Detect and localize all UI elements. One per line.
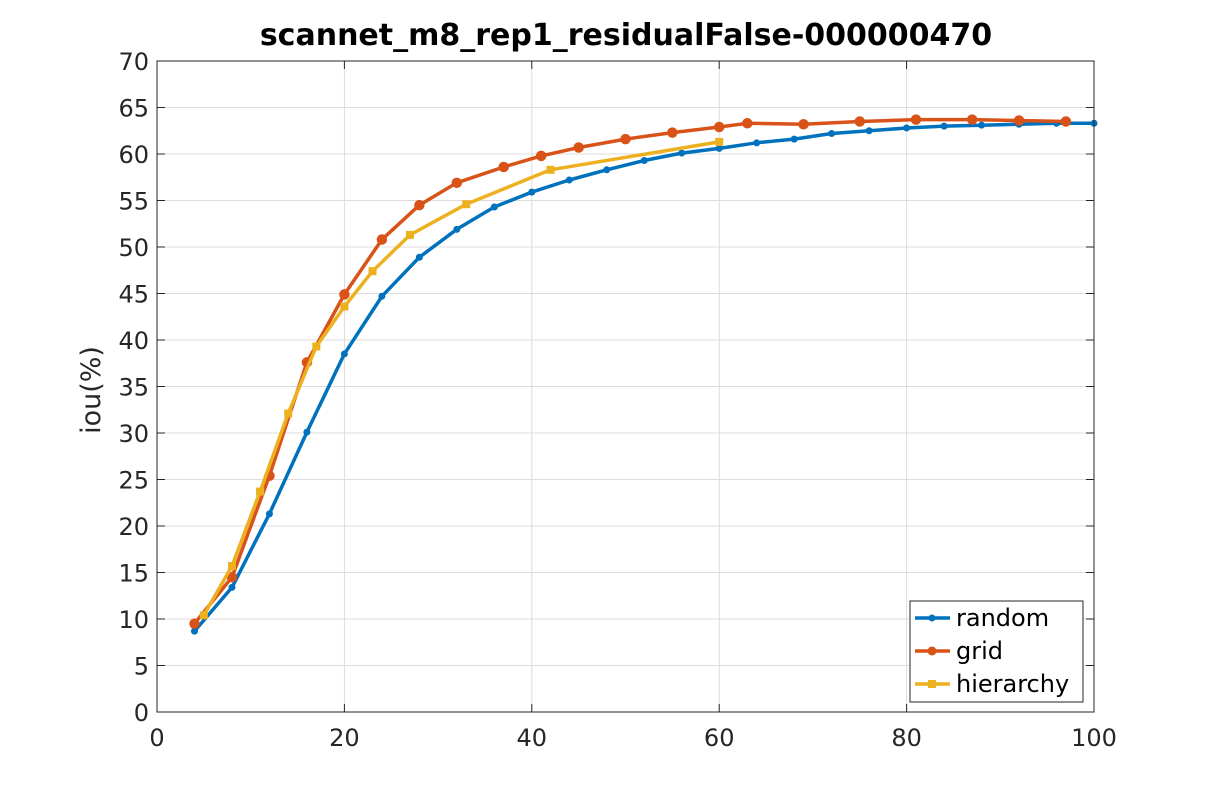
data-point-random — [678, 149, 686, 157]
axes — [156, 60, 1095, 713]
data-point-grid — [451, 177, 463, 189]
data-point-random — [640, 157, 648, 165]
y-tick-label: 0 — [134, 699, 149, 727]
data-point-grid — [620, 133, 631, 145]
data-point-grid — [535, 150, 547, 162]
data-point-random — [528, 188, 536, 196]
series-line-random — [193, 121, 1094, 633]
data-point-grid — [414, 199, 425, 211]
data-point-grid — [910, 114, 922, 125]
data-point-grid — [498, 161, 509, 173]
data-point-hierarchy — [546, 165, 555, 174]
data-point-random — [265, 510, 273, 518]
data-point-grid — [339, 289, 350, 300]
x-tick-label: 40 — [517, 724, 548, 752]
data-point-random — [340, 350, 348, 358]
data-point-random — [790, 135, 798, 143]
data-point-grid — [742, 118, 753, 129]
y-tick-label: 40 — [118, 327, 149, 355]
data-point-grid — [854, 116, 865, 127]
series-line-grid — [193, 117, 1066, 625]
data-point-random — [190, 627, 198, 635]
data-point-hierarchy — [405, 230, 414, 239]
data-point-grid — [713, 121, 725, 133]
y-tick-label: 10 — [118, 606, 149, 634]
data-point-hierarchy — [256, 487, 265, 496]
legend-marker-grid — [927, 646, 937, 656]
data-point-grid — [798, 118, 809, 130]
legend: random grid hierarchy — [909, 600, 1084, 703]
y-tick-label: 50 — [118, 234, 149, 262]
data-point-random — [228, 583, 236, 591]
data-point-random — [715, 144, 723, 152]
y-tick-label: 45 — [118, 281, 149, 309]
x-tick-label: 0 — [149, 724, 164, 752]
data-point-grid — [573, 142, 584, 153]
data-point-grid — [1060, 116, 1072, 127]
x-tick-label: 60 — [704, 724, 735, 752]
y-tick-label: 60 — [118, 141, 149, 169]
data-point-random — [303, 428, 311, 436]
x-tick-label: 100 — [1071, 724, 1117, 752]
data-point-random — [415, 253, 423, 261]
legend-marker-hierarchy — [928, 680, 936, 688]
y-tick-label: 25 — [118, 467, 149, 495]
data-point-grid — [667, 127, 678, 138]
data-point-random — [378, 292, 386, 300]
y-axis-label: iou(%) — [76, 346, 107, 434]
data-point-hierarchy — [312, 342, 321, 351]
legend-marker-random — [928, 614, 936, 622]
data-point-random — [453, 225, 461, 233]
data-point-random — [903, 124, 911, 132]
data-point-grid — [1013, 115, 1025, 126]
data-point-hierarchy — [227, 561, 236, 570]
tick-labels: 0 20 40 60 80 100 0 5 10 15 20 25 30 35 40 45 50 55 60 65 70 — [118, 48, 1116, 752]
x-tick-label: 80 — [891, 724, 922, 752]
data-point-random — [978, 121, 986, 129]
data-point-random — [753, 139, 761, 147]
legend-label-random: random — [956, 604, 1049, 632]
data-point-random — [565, 176, 573, 184]
series-lines — [189, 114, 1098, 635]
legend-label-hierarchy: hierarchy — [956, 670, 1069, 698]
data-point-hierarchy — [199, 611, 208, 620]
data-point-grid — [376, 234, 388, 245]
y-tick-label: 70 — [118, 48, 149, 76]
y-tick-label: 55 — [118, 188, 149, 216]
data-point-random — [490, 203, 498, 211]
data-point-hierarchy — [368, 267, 377, 276]
data-point-grid — [189, 618, 200, 629]
y-tick-label: 35 — [118, 374, 149, 402]
y-tick-label: 20 — [118, 513, 149, 541]
y-tick-label: 30 — [118, 420, 149, 448]
data-point-random — [940, 122, 948, 130]
data-point-random — [603, 166, 611, 174]
data-point-grid — [966, 114, 978, 125]
y-tick-label: 65 — [118, 95, 149, 123]
chart-title: scannet_m8_rep1_residualFalse-000000470 — [260, 18, 992, 53]
data-point-hierarchy — [462, 200, 471, 209]
data-point-hierarchy — [715, 137, 724, 146]
legend-label-grid: grid — [956, 637, 1003, 665]
y-tick-label: 5 — [134, 653, 149, 681]
data-point-hierarchy — [340, 302, 349, 311]
x-tick-label: 20 — [329, 724, 360, 752]
data-point-random — [865, 127, 873, 135]
data-point-random — [828, 130, 836, 138]
y-tick-label: 15 — [118, 560, 149, 588]
series-line-hierarchy — [202, 140, 720, 617]
data-point-hierarchy — [284, 409, 293, 418]
